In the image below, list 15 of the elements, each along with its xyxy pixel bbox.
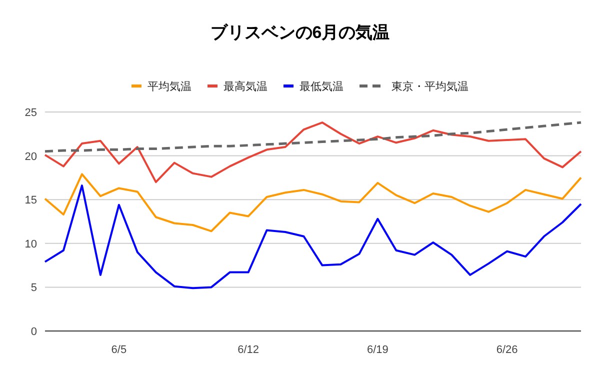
ytick: 5 bbox=[30, 282, 37, 294]
xtick: 6/12 bbox=[238, 344, 260, 356]
ytick: 20 bbox=[24, 150, 37, 163]
ytick: 0 bbox=[30, 326, 37, 338]
title: ブリスベンの6月の気温 bbox=[210, 23, 390, 42]
legend-label: 東京・平均気温 bbox=[392, 80, 468, 93]
ytick: 10 bbox=[24, 238, 37, 250]
xtick: 6/26 bbox=[496, 344, 518, 356]
legend-label: 最高気温 bbox=[224, 80, 268, 93]
xtick: 6/19 bbox=[366, 344, 388, 356]
xtick: 6/5 bbox=[111, 344, 127, 356]
ytick: 25 bbox=[24, 107, 37, 119]
legend-label: 平均気温 bbox=[148, 81, 192, 93]
ytick: 15 bbox=[24, 194, 37, 207]
legend-label: 最低気温 bbox=[300, 81, 344, 93]
